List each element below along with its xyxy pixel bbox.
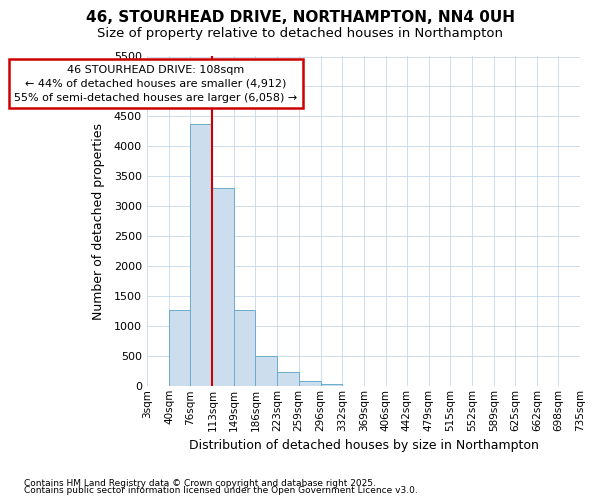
X-axis label: Distribution of detached houses by size in Northampton: Distribution of detached houses by size … xyxy=(189,440,539,452)
Text: Contains HM Land Registry data © Crown copyright and database right 2025.: Contains HM Land Registry data © Crown c… xyxy=(24,478,376,488)
Text: 46 STOURHEAD DRIVE: 108sqm
← 44% of detached houses are smaller (4,912)
55% of s: 46 STOURHEAD DRIVE: 108sqm ← 44% of deta… xyxy=(14,64,298,102)
Bar xyxy=(169,310,190,386)
Bar xyxy=(212,188,233,386)
Text: 46, STOURHEAD DRIVE, NORTHAMPTON, NN4 0UH: 46, STOURHEAD DRIVE, NORTHAMPTON, NN4 0U… xyxy=(86,10,515,25)
Bar xyxy=(299,381,320,386)
Y-axis label: Number of detached properties: Number of detached properties xyxy=(92,123,106,320)
Bar xyxy=(190,124,212,386)
Bar xyxy=(320,384,342,386)
Text: Size of property relative to detached houses in Northampton: Size of property relative to detached ho… xyxy=(97,28,503,40)
Bar xyxy=(233,310,256,386)
Bar xyxy=(256,356,277,386)
Bar xyxy=(277,372,299,386)
Text: Contains public sector information licensed under the Open Government Licence v3: Contains public sector information licen… xyxy=(24,486,418,495)
